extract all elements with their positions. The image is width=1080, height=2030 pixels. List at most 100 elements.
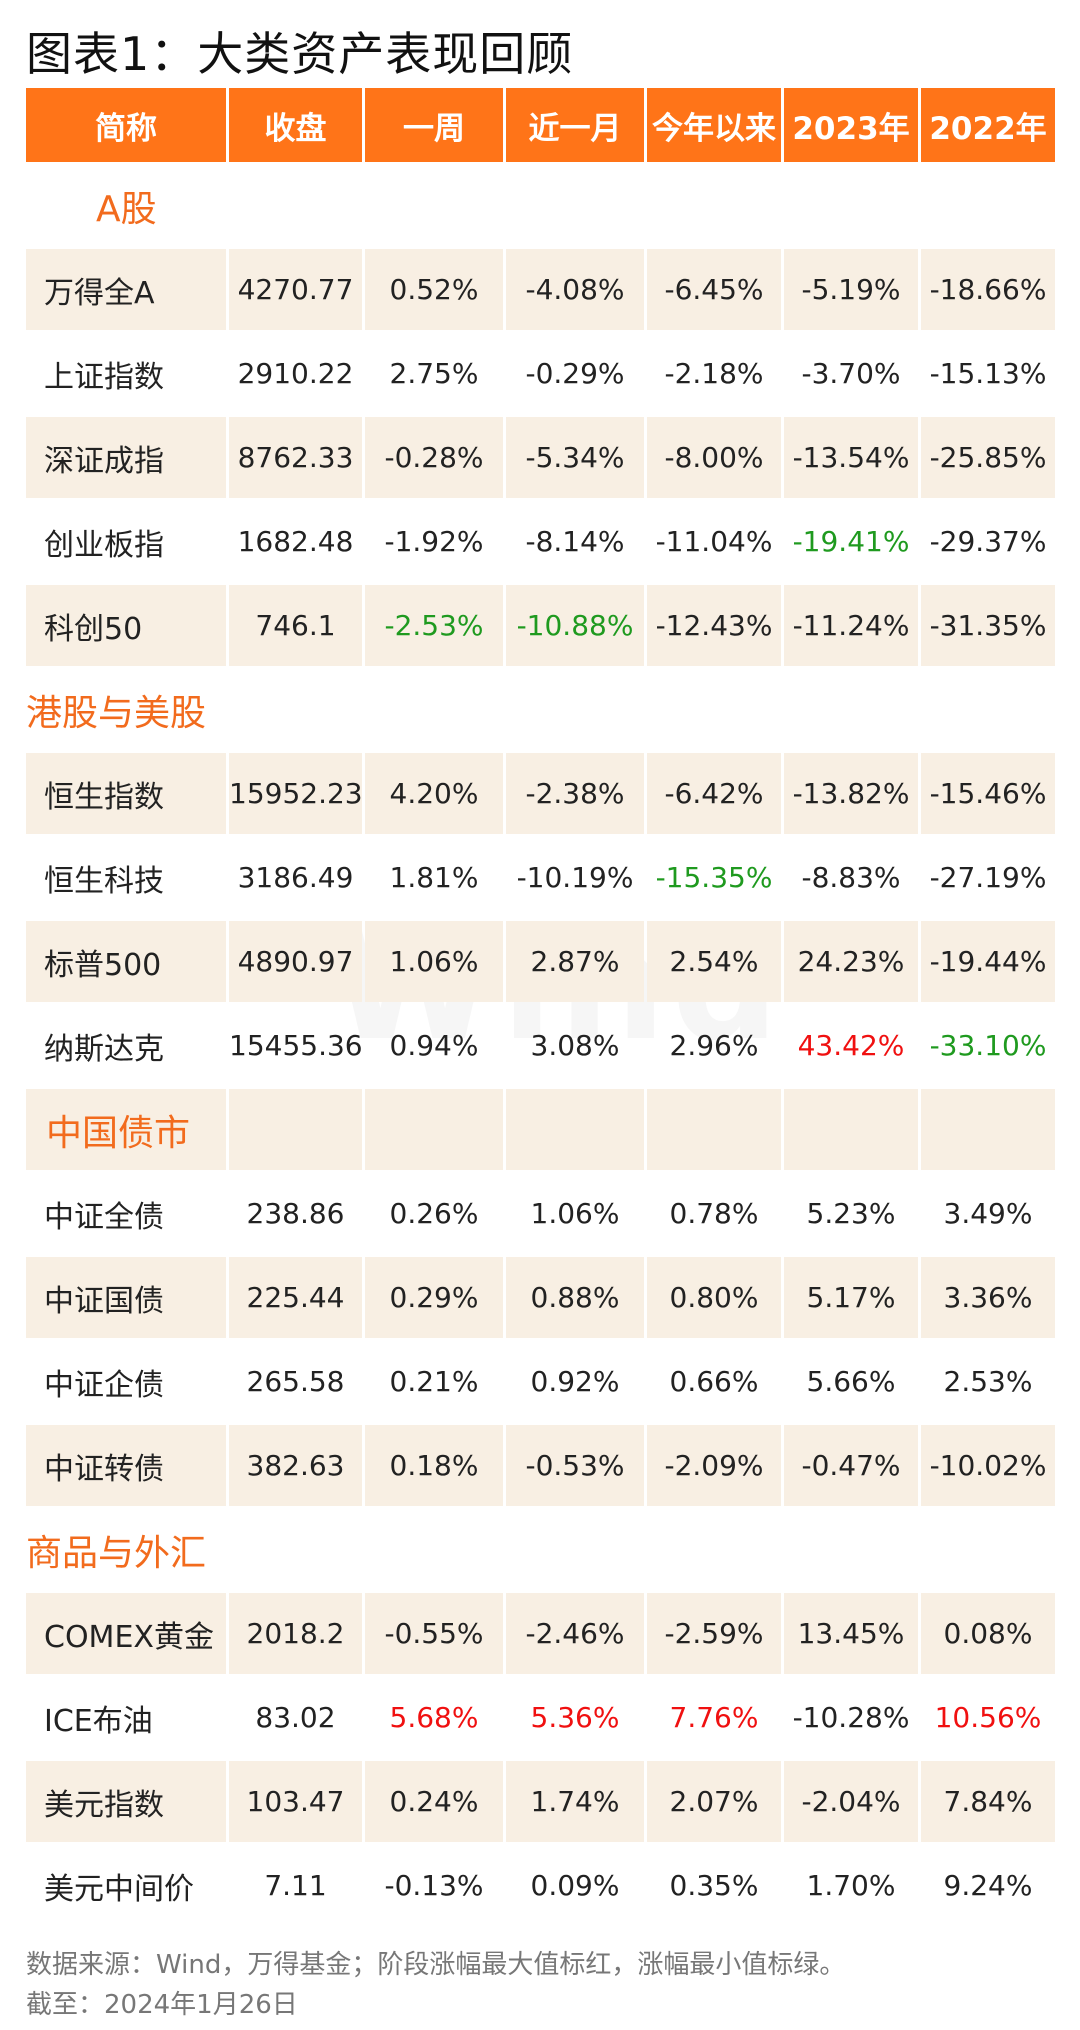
value-cell: 8762.33 <box>229 417 362 498</box>
value-cell: 0.80% <box>647 1257 781 1338</box>
value-cell: 1.06% <box>530 1197 620 1230</box>
column-header: 今年以来 <box>647 88 781 162</box>
value-cell: -19.44% <box>921 921 1055 1002</box>
data-row: 标普500 4890.97 1.06% 2.87% 2.54% 24.23% -19.44% <box>26 921 1055 1002</box>
source-note: 数据来源：Wind，万得基金；阶段涨幅最大值标红，涨幅最小值标绿。 <box>26 1950 846 1980</box>
section-cell <box>784 1089 918 1170</box>
value-cell: -2.09% <box>647 1425 781 1506</box>
value-cell: 5.68% <box>389 1701 479 1734</box>
asset-name: 中证全债 <box>44 1199 164 1235</box>
asset-name: 恒生科技 <box>44 863 164 899</box>
value-cell: 0.94% <box>389 1029 479 1062</box>
value-cell: -2.59% <box>647 1593 781 1674</box>
section-cell <box>506 165 644 246</box>
value-cell: 225.44 <box>229 1257 362 1338</box>
section-cell <box>229 1089 362 1170</box>
section-title: A股 <box>96 188 157 230</box>
section-cell <box>784 669 918 750</box>
asset-name: 万得全A <box>26 249 226 330</box>
section-cell <box>365 1509 503 1590</box>
value-cell: -6.42% <box>647 753 781 834</box>
data-row: 美元中间价 7.11 -0.13% 0.09% 0.35% 1.70% 9.24% <box>26 1845 1055 1926</box>
asset-name: 中证企债 <box>44 1367 164 1403</box>
value-cell: -3.70% <box>801 357 901 390</box>
value-cell: 0.29% <box>365 1257 503 1338</box>
column-header: 2023年 <box>784 88 918 162</box>
value-cell: 0.52% <box>365 249 503 330</box>
value-cell: 24.23% <box>784 921 918 1002</box>
value-cell: 746.1 <box>229 585 362 666</box>
section-cell <box>506 1509 644 1590</box>
value-cell: -0.29% <box>525 357 625 390</box>
value-cell: -6.45% <box>647 249 781 330</box>
section-cell <box>506 1089 644 1170</box>
value-cell: -2.46% <box>506 1593 644 1674</box>
value-cell: -15.46% <box>921 753 1055 834</box>
section-cell <box>647 165 781 246</box>
value-cell: -10.19% <box>516 861 634 894</box>
value-cell: -10.28% <box>792 1701 910 1734</box>
asset-name: COMEX黄金 <box>26 1593 226 1674</box>
value-cell: 13.45% <box>784 1593 918 1674</box>
title: 图表1：大类资产表现回顾 <box>26 27 574 81</box>
value-cell: 2.75% <box>389 357 479 390</box>
value-cell: 0.26% <box>389 1197 479 1230</box>
column-header: 简称 <box>26 88 226 162</box>
asset-name: ICE布油 <box>44 1703 153 1739</box>
value-cell: -4.08% <box>506 249 644 330</box>
value-cell: -2.18% <box>664 357 764 390</box>
section-cell <box>365 1089 503 1170</box>
value-cell: 10.56% <box>934 1701 1042 1734</box>
value-cell: 4.20% <box>365 753 503 834</box>
value-cell: -31.35% <box>921 585 1055 666</box>
section-cell <box>229 1509 362 1590</box>
value-cell: 9.24% <box>943 1869 1033 1902</box>
asset-name: 美元中间价 <box>44 1871 194 1907</box>
value-cell: 0.35% <box>669 1869 759 1902</box>
section-cell <box>647 1509 781 1590</box>
section-row: A股 <box>26 165 1055 246</box>
value-cell: 3186.49 <box>237 861 354 894</box>
value-cell: 0.21% <box>389 1365 479 1398</box>
value-cell: 0.92% <box>530 1365 620 1398</box>
asset-name: 纳斯达克 <box>44 1031 164 1067</box>
value-cell: -1.92% <box>384 525 484 558</box>
value-cell: 7.84% <box>921 1761 1055 1842</box>
value-cell: 1682.48 <box>237 525 354 558</box>
column-header: 近一月 <box>506 88 644 162</box>
data-row: 上证指数 2910.22 2.75% -0.29% -2.18% -3.70% -15.13… <box>26 333 1055 414</box>
value-cell: -8.00% <box>647 417 781 498</box>
value-cell: -33.10% <box>929 1029 1047 1062</box>
value-cell: 15455.36 <box>229 1029 363 1062</box>
data-row: 创业板指 1682.48 -1.92% -8.14% -11.04% -19.41% -29… <box>26 501 1055 582</box>
data-row: 纳斯达克 15455.36 0.94% 3.08% 2.96% 43.42% -33.10% <box>26 1005 1055 1086</box>
section-row: 中国债市 <box>26 1089 1055 1170</box>
section-cell <box>365 165 503 246</box>
value-cell: 2.54% <box>647 921 781 1002</box>
value-cell: 0.09% <box>530 1869 620 1902</box>
value-cell: 2910.22 <box>237 357 354 390</box>
value-cell: -2.53% <box>365 585 503 666</box>
asset-name: 深证成指 <box>26 417 226 498</box>
section-cell <box>784 1509 918 1590</box>
column-header: 2022年 <box>921 88 1055 162</box>
value-cell: -8.14% <box>525 525 625 558</box>
value-cell: 103.47 <box>229 1761 362 1842</box>
value-cell: -18.66% <box>921 249 1055 330</box>
data-row: 科创50 746.1 -2.53% -10.88% -12.43% -11.24% -31.… <box>26 585 1055 666</box>
asset-name: 中证国债 <box>26 1257 226 1338</box>
value-cell: -27.19% <box>929 861 1047 894</box>
value-cell: -10.02% <box>921 1425 1055 1506</box>
value-cell: 1.70% <box>806 1869 896 1902</box>
value-cell: -0.53% <box>506 1425 644 1506</box>
value-cell: 1.81% <box>389 861 479 894</box>
column-header: 一周 <box>365 88 503 162</box>
value-cell: 3.49% <box>943 1197 1033 1230</box>
column-header: 收盘 <box>229 88 362 162</box>
section-cell <box>921 165 1055 246</box>
value-cell: 15952.23 <box>229 753 363 834</box>
value-cell: 2018.2 <box>229 1593 362 1674</box>
value-cell: -11.04% <box>655 525 773 558</box>
section-row: 商品与外汇 <box>26 1509 1055 1590</box>
value-cell: -13.82% <box>784 753 918 834</box>
